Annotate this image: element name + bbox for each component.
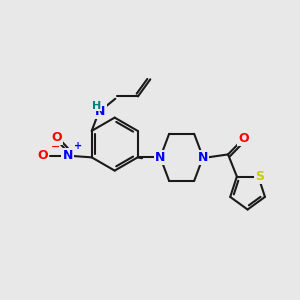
Text: N: N xyxy=(95,105,106,118)
Text: O: O xyxy=(51,131,62,144)
Text: S: S xyxy=(255,170,264,183)
Text: +: + xyxy=(74,141,83,151)
Text: N: N xyxy=(155,151,166,164)
Text: N: N xyxy=(198,151,208,164)
Text: O: O xyxy=(38,149,48,162)
Text: N: N xyxy=(62,149,73,162)
Text: H: H xyxy=(92,101,102,111)
Text: O: O xyxy=(238,132,249,145)
Text: −: − xyxy=(51,142,61,152)
